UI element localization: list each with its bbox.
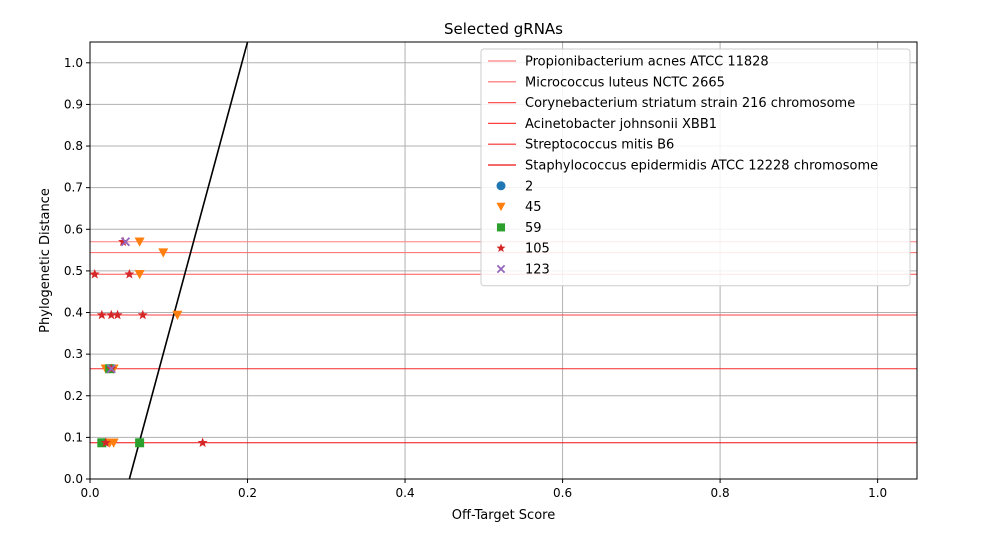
data-point-series-59 [97,438,107,448]
data-point-series-105 [89,268,100,279]
y-tick-label: 0.7 [64,181,83,195]
legend-label: Micrococcus luteus NCTC 2665 [525,75,725,90]
data-point-series-105 [100,437,111,448]
legend-marker-123 [496,264,506,274]
data-point-series-45 [108,438,119,448]
y-tick-label: 0.1 [64,430,83,444]
data-point-series-105 [118,236,129,247]
x-tick-label: 1.0 [868,486,887,500]
y-tick-label: 1.0 [64,56,83,70]
legend-label: Corynebacterium striatum strain 216 chro… [525,96,855,111]
x-tick-label: 0.6 [553,486,572,500]
legend-label: Propionibacterium acnes ATCC 11828 [525,55,769,70]
data-point-series-123 [120,237,131,247]
legend-label: 123 [525,263,550,278]
legend-label: 105 [525,242,550,257]
legend-label: 45 [525,200,542,215]
diagonal-line [128,41,249,480]
y-tick-label: 0.8 [64,139,83,153]
data-point-series-105 [106,309,117,320]
data-point-series-105 [96,309,107,320]
x-axis-label: Off-Target Score [452,508,555,523]
x-tick-label: 0.2 [238,486,257,500]
y-tick-label: 0.2 [64,389,83,403]
y-tick-label: 0.3 [64,347,83,361]
data-point-series-45 [134,269,145,280]
data-point-series-123 [106,364,116,374]
y-axis-label: Phylogenetic Distance [38,188,53,333]
legend-label: 59 [525,221,542,236]
data-point-series-45 [158,248,169,258]
y-tick-label: 0.5 [64,264,83,278]
y-tick-label: 0.4 [64,306,83,320]
x-tick-label: 0.8 [711,486,730,500]
x-marker-stroke [496,264,506,274]
data-point-series-105 [124,268,135,279]
x-tick-label: 0.0 [80,486,99,500]
y-tick-label: 0.0 [64,472,83,486]
data-point-series-105 [112,309,123,320]
plot-frame [89,41,918,480]
legend-marker-105 [496,243,506,253]
legend: Propionibacterium acnes ATCC 11828 Microc… [480,48,911,287]
chart-title: Selected gRNAs [444,20,563,38]
x-tick-label: 0.4 [396,486,415,500]
legend-label: Staphylococcus epidermidis ATCC 12228 ch… [525,159,878,174]
legend-marker-2 [496,181,506,191]
x-marker-stroke [120,237,131,247]
data-point-series-45 [172,310,183,321]
data-point-series-59 [135,438,145,448]
legend-box [480,48,911,287]
legend-marker-45 [496,202,506,212]
data-point-series-105 [197,437,208,448]
legend-label: Acinetobacter johnsonii XBB1 [525,117,717,132]
x-marker-stroke [106,364,116,374]
y-tick-label: 0.9 [64,97,83,111]
legend-label: Streptococcus mitis B6 [525,138,674,153]
legend-label: 2 [525,179,533,194]
data-point-series-45 [134,237,145,247]
data-point-series-105 [137,309,148,320]
y-tick-label: 0.6 [64,222,83,236]
legend-marker-59 [496,223,506,232]
